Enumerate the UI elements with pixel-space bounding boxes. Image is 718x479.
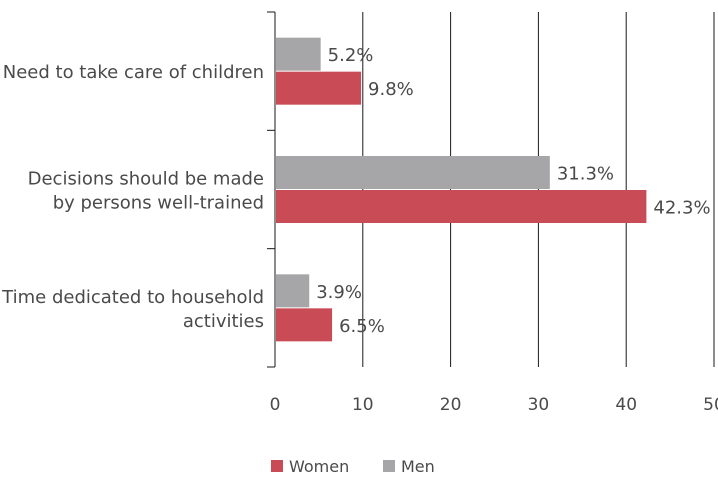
x-tick-label: 50	[703, 395, 718, 415]
x-tick-label: 40	[615, 395, 637, 415]
legend-swatch-men	[383, 460, 395, 472]
x-tick-label: 0	[270, 395, 281, 415]
value-label-men: 31.3%	[557, 164, 614, 185]
legend-label-women: Women	[289, 457, 349, 475]
bar-women	[276, 190, 647, 223]
legend-swatch-women	[271, 460, 283, 472]
bar-men	[276, 37, 321, 71]
value-label-men: 3.9%	[316, 282, 362, 303]
x-tick-label: 20	[440, 395, 462, 415]
value-label-women: 42.3%	[653, 198, 710, 219]
x-tick-label: 10	[352, 395, 374, 415]
y-axis	[267, 11, 276, 368]
category-label: by persons well-trained	[53, 193, 264, 214]
legend: Women Men	[271, 457, 435, 476]
bars	[276, 37, 647, 342]
value-label-men: 5.2%	[328, 45, 374, 66]
category-labels: Need to take care of children Decisions s…	[1, 62, 264, 332]
bar-women	[276, 71, 362, 105]
value-label-women: 9.8%	[368, 79, 414, 100]
category-label: Time dedicated to household	[1, 287, 264, 308]
gridlines	[362, 12, 715, 367]
category-label: Need to take care of children	[3, 62, 264, 83]
bar-women	[276, 308, 333, 342]
bar-men	[276, 274, 310, 308]
value-labels: 5.2% 9.8% 31.3% 42.3% 3.9% 6.5%	[316, 45, 710, 337]
bar-men	[276, 156, 550, 189]
x-tick-labels: 0 10 20 30 40 50	[270, 395, 718, 415]
category-label: activities	[183, 311, 264, 332]
category-label: Decisions should be made	[28, 169, 264, 190]
value-label-women: 6.5%	[339, 316, 385, 337]
x-tick-label: 30	[528, 395, 550, 415]
legend-label-men: Men	[401, 457, 435, 475]
